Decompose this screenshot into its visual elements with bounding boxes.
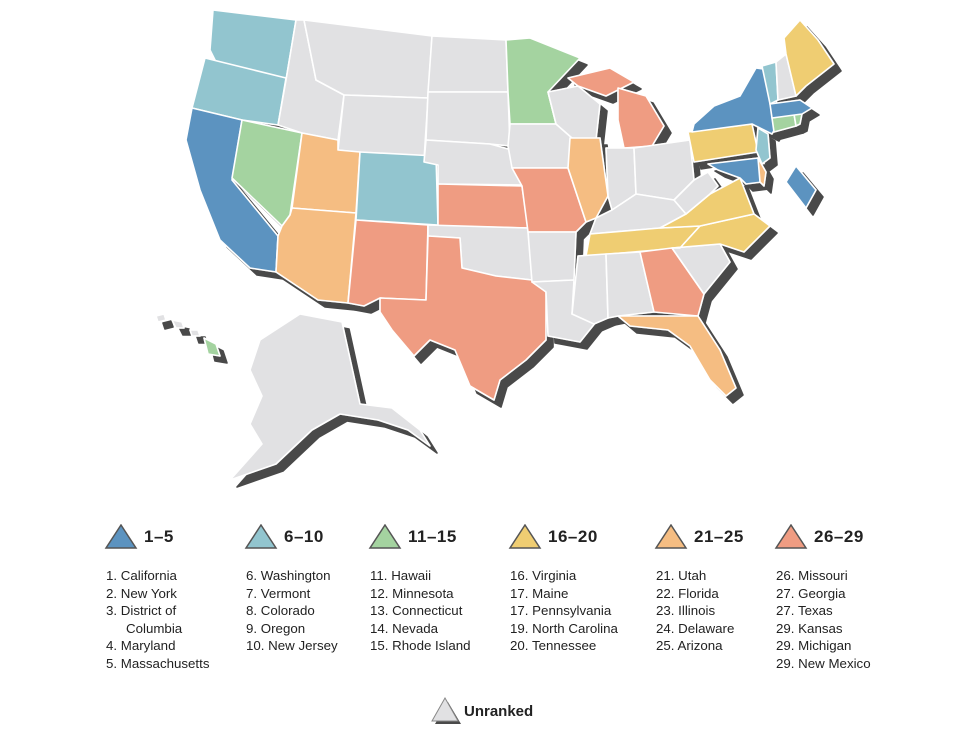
legend-item: 27. Georgia (776, 585, 846, 601)
state-florida (617, 315, 737, 397)
state-district-of-columbia (785, 165, 817, 209)
state-north-dakota (427, 35, 509, 93)
legend-unranked: Unranked (428, 697, 533, 725)
legend-item: 6. Washington (246, 568, 331, 583)
state-rhode-island (793, 113, 803, 127)
legend-item: 8. Colorado (246, 603, 315, 619)
legend-item: 22. Florida (656, 585, 719, 601)
legend-header-tier5: 21–25 (654, 524, 744, 550)
legend-item: 13. Connecticut (370, 603, 463, 619)
legend-item: 3. District of (106, 603, 177, 619)
legend-item: 15. Rhode Island (370, 638, 471, 654)
state-georgia (639, 247, 705, 317)
state-texas (379, 235, 547, 401)
legend-item: 20. Tennessee (510, 638, 597, 654)
state-massachusetts (769, 99, 813, 119)
legend-item: 9. Oregon (246, 620, 306, 636)
legend-item: 11. Hawaii (370, 568, 432, 583)
legend-item: 4. Maryland (106, 638, 176, 654)
state-michigan (617, 87, 665, 149)
triangle-icon (431, 697, 461, 724)
triangle-icon (774, 524, 808, 549)
legend-header-tier6: 26–29 (774, 524, 864, 550)
legend-item: 14. Nevada (370, 620, 439, 636)
legend-item: 17. Maine (510, 585, 569, 601)
legend-item: 16. Virginia (510, 568, 577, 583)
legend-list-tier4: 16. Virginia 17. Maine 17. Pennsylvania … (510, 567, 618, 655)
state-alaska (229, 313, 431, 481)
legend-item: 17. Pennsylvania (510, 603, 612, 619)
legend-header-tier1: 1–5 (104, 524, 174, 550)
legend-item: 7. Vermont (246, 585, 311, 601)
state-illinois (567, 137, 609, 223)
triangle-icon (508, 524, 542, 549)
legend-range: 16–20 (548, 527, 598, 546)
state-hawaii (203, 337, 221, 357)
triangle-icon (368, 524, 402, 549)
legend-range: 1–5 (144, 527, 174, 546)
legend-item: 10. New Jersey (246, 638, 338, 654)
state-louisiana (531, 279, 597, 343)
legend-list-tier6: 26. Missouri 27. Georgia 27. Texas 29. K… (776, 567, 871, 673)
legend-range: 21–25 (694, 527, 744, 546)
legend-header-tier2: 6–10 (244, 524, 324, 550)
legend-item: 5. Massachusetts (106, 655, 210, 671)
state-maine (783, 19, 835, 97)
state-west-virginia (673, 171, 719, 215)
state-arizona (275, 207, 357, 304)
state-south-dakota (425, 91, 511, 147)
triangle-icon (244, 524, 278, 549)
legend-item: 23. Illinois (656, 603, 716, 619)
legend-item: 29. Kansas (776, 620, 843, 636)
legend-item: 29. Michigan (776, 638, 852, 654)
legend-item: 21. Utah (656, 568, 707, 583)
legend-item: 26. Missouri (776, 568, 848, 583)
legend-list-tier5: 21. Utah 22. Florida 23. Illinois 24. De… (656, 567, 734, 655)
legend-list-tier1: 1. California 2. New York 3. District of… (106, 567, 209, 673)
legend-list-tier3: 11. Hawaii 12. Minnesota 13. Connecticut… (370, 567, 471, 655)
legend-header-tier4: 16–20 (508, 524, 598, 550)
state-oregon (191, 57, 287, 126)
legend-item: 25. Arizona (656, 638, 723, 654)
legend-header-tier3: 11–15 (368, 524, 457, 550)
legend-range: 6–10 (284, 527, 324, 546)
us-states-map (155, 9, 835, 481)
legend-item: 19. North Carolina (510, 620, 618, 636)
legend-range: 11–15 (408, 527, 457, 546)
legend-item: 29. New Mexico (776, 655, 871, 671)
legend-range: 26–29 (814, 527, 864, 546)
legend-list-tier2: 6. Washington 7. Vermont 8. Colorado 9. … (246, 567, 338, 655)
state-mississippi (571, 253, 609, 325)
state-wyoming (337, 94, 429, 161)
legend-item: 2. New York (106, 585, 177, 601)
state-kansas (437, 183, 529, 229)
legend-item: 27. Texas (776, 603, 833, 619)
state-alabama (605, 251, 655, 319)
state-hawaii-islands (155, 313, 201, 337)
triangle-icon (104, 524, 138, 549)
state-arkansas (527, 231, 577, 283)
legend-item: 24. Delaware (656, 620, 735, 636)
triangle-icon (654, 524, 688, 549)
legend-item: 12. Minnesota (370, 585, 454, 601)
legend-item: 1. California (106, 568, 177, 583)
legend-item: Columbia (126, 620, 183, 636)
state-delaware (757, 157, 767, 187)
state-new-mexico (347, 219, 429, 307)
state-new-jersey (755, 127, 771, 165)
unranked-label: Unranked (464, 702, 534, 720)
